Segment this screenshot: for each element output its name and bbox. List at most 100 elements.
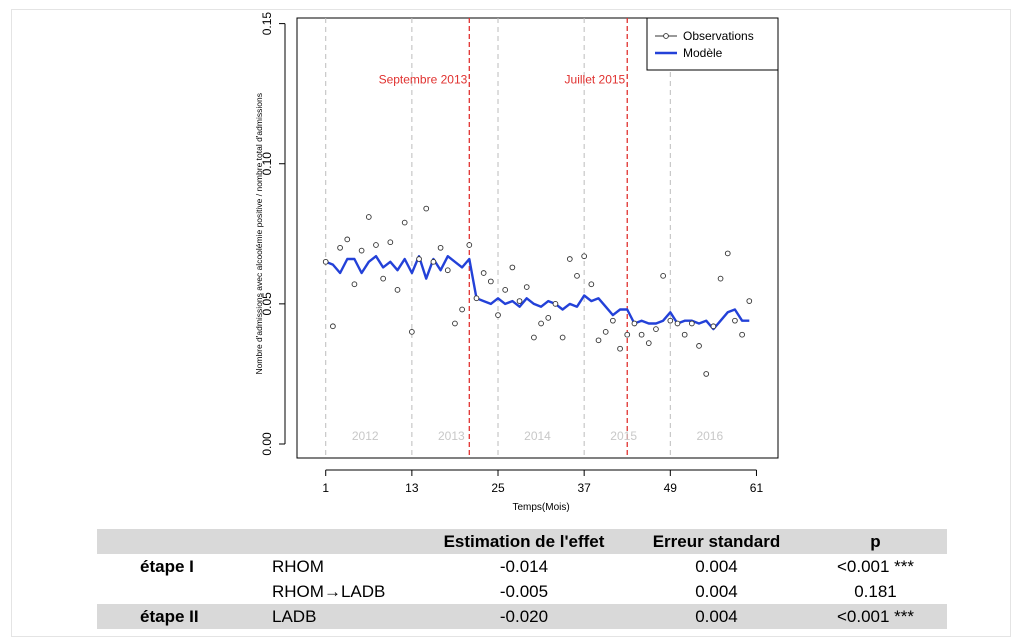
se-cell: 0.004 (695, 606, 738, 626)
observation-point (373, 242, 379, 248)
observation-point (617, 345, 623, 352)
observation-point (559, 334, 566, 341)
observation-point (509, 264, 516, 271)
observation-point (538, 320, 544, 327)
observation-point (531, 334, 537, 341)
observation-point (545, 315, 552, 321)
plot-area (296, 17, 779, 459)
observation-point (732, 317, 738, 324)
observation-point (423, 205, 430, 212)
observation-point (480, 270, 487, 276)
table-header-row: Estimation de l'effet Erreur standard p (97, 529, 947, 554)
observation-point (495, 312, 501, 318)
observation-point (358, 247, 365, 254)
observation-point (638, 331, 645, 338)
observation-point (401, 219, 408, 226)
legend-model-label: Modèle (683, 46, 723, 60)
effect-cell: RHOM→LADB (272, 581, 386, 601)
observation-point (610, 317, 616, 324)
se-cell: 0.004 (695, 581, 738, 601)
observation-point (502, 286, 509, 293)
observation-point (344, 236, 351, 243)
header-estimate: Estimation de l'effet (443, 531, 605, 551)
observation-point (566, 256, 573, 262)
intervention-label: Septembre 2013 (379, 73, 468, 87)
observation-point (624, 331, 631, 338)
table-row: étape II LADB -0.020 0.004 <0.001 *** (97, 604, 947, 629)
observation-point (724, 250, 731, 257)
observation-point (689, 320, 695, 327)
observation-point (487, 278, 494, 285)
table-row: étape I RHOM -0.014 0.004 <0.001 *** (97, 554, 947, 579)
p-cell: 0.181 (854, 581, 897, 601)
y-tick-label: 0.10 (260, 152, 274, 176)
stage-cell: étape I (140, 556, 194, 576)
observation-point (653, 326, 659, 332)
y-tick-label: 0.15 (260, 12, 274, 36)
x-tick-label: 13 (405, 481, 419, 495)
x-tick-label: 37 (577, 481, 591, 495)
observation-point (416, 256, 422, 262)
observation-point (595, 337, 602, 344)
y-axis-label: Nombre d'admissions avec alcoolémie posi… (254, 93, 264, 375)
estimate-cell: -0.020 (499, 606, 549, 626)
observation-point (330, 323, 336, 330)
time-series-chart: Septembre 2013 Juillet 2015 2012 2013 2014 2… (254, 12, 779, 513)
observation-point (473, 295, 480, 302)
observation-point (681, 331, 688, 338)
x-tick-label: 49 (664, 481, 678, 495)
observation-point (739, 331, 745, 338)
header-p-value: p (870, 531, 881, 551)
year-label: 2013 (438, 429, 465, 443)
observation-point (337, 244, 343, 251)
table-row: RHOM→LADB -0.005 0.004 0.181 (97, 579, 947, 604)
observation-point (387, 239, 394, 246)
y-tick-label: 0.00 (260, 432, 274, 456)
observation-point (717, 275, 724, 282)
p-cell: <0.001 *** (836, 606, 915, 626)
year-label: 2014 (524, 429, 551, 443)
header-cell (244, 529, 419, 554)
legend-observations-marker (663, 33, 669, 39)
observation-point (588, 281, 595, 288)
observation-point (444, 267, 451, 274)
observation-point (710, 323, 717, 330)
estimate-cell: -0.014 (499, 556, 549, 576)
year-label: 2012 (352, 429, 379, 443)
observation-point (696, 343, 702, 349)
stage-cell (97, 579, 244, 604)
observation-point (746, 298, 753, 304)
observation-point (437, 244, 444, 251)
y-tick-label: 0.05 (260, 292, 274, 316)
observation-point (322, 258, 329, 265)
observation-point (674, 320, 681, 327)
observation-point (466, 242, 473, 248)
se-cell: 0.004 (695, 556, 738, 576)
x-tick-label: 61 (750, 481, 764, 495)
observation-point (602, 329, 609, 335)
observation-point (409, 329, 415, 335)
year-label: 2015 (610, 429, 637, 443)
header-cell (97, 529, 244, 554)
year-label: 2016 (696, 429, 723, 443)
figure-frame (11, 9, 1011, 637)
legend-observations-label: Observations (683, 29, 754, 43)
p-cell: <0.001 *** (836, 556, 915, 576)
observation-point (574, 272, 580, 279)
stage-cell: étape II (140, 606, 199, 626)
observation-point (380, 275, 386, 282)
effect-cell: RHOM (272, 556, 324, 576)
observation-point (351, 281, 358, 288)
observation-point (523, 284, 530, 290)
intervention-label: Juillet 2015 (565, 73, 626, 87)
observation-point (430, 258, 437, 265)
observation-point (703, 371, 710, 377)
estimate-cell: -0.005 (499, 581, 549, 601)
observation-point (552, 301, 559, 307)
observation-point (660, 272, 666, 279)
observation-point (394, 286, 401, 293)
effect-cell: LADB (272, 606, 317, 626)
observation-point (645, 340, 652, 346)
x-tick-label: 25 (491, 481, 505, 495)
observation-point (631, 320, 638, 327)
